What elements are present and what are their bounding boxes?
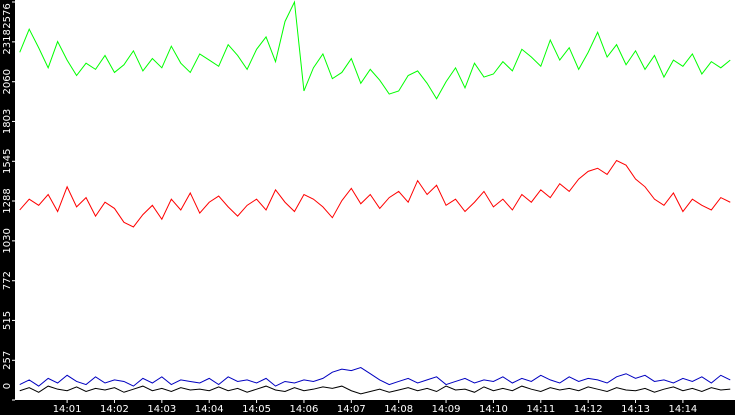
x-axis-strip xyxy=(0,400,735,415)
y-tick-label: 257 xyxy=(2,351,13,370)
series-line xyxy=(19,367,731,387)
x-tick-label: 14:11 xyxy=(526,404,555,415)
x-tick-label: 14:04 xyxy=(195,404,224,415)
x-tick-label: 14:12 xyxy=(574,404,603,415)
y-axis-strip xyxy=(0,0,15,415)
x-tick-label: 14:14 xyxy=(668,404,697,415)
y-tick-label: 2060 xyxy=(2,69,13,94)
y-tick-label: 1288 xyxy=(2,188,13,213)
y-tick-label: 515 xyxy=(2,311,13,330)
y-tick-label: 772 xyxy=(2,271,13,290)
x-tick-label: 14:08 xyxy=(384,404,413,415)
x-tick-label: 14:07 xyxy=(337,404,366,415)
y-tick-label: 0 xyxy=(2,383,13,389)
x-tick-label: 14:01 xyxy=(53,404,82,415)
y-tick-label: 1803 xyxy=(2,109,13,134)
series-line xyxy=(19,385,731,395)
y-tick-label: 2318 xyxy=(2,29,13,54)
x-tick-label: 14:03 xyxy=(147,404,176,415)
x-tick-label: 14:02 xyxy=(100,404,129,415)
x-tick-label: 14:13 xyxy=(621,404,650,415)
x-tick-label: 14:09 xyxy=(432,404,461,415)
series-line xyxy=(19,0,731,100)
x-tick-label: 14:05 xyxy=(242,404,271,415)
x-tick-label: 14:10 xyxy=(479,404,508,415)
x-tick-label: 14:06 xyxy=(290,404,319,415)
y-tick-label: 1545 xyxy=(2,149,13,174)
series-line xyxy=(19,159,731,228)
y-tick-label: 1030 xyxy=(2,228,13,253)
y-tick-label: 2576 xyxy=(2,3,13,28)
